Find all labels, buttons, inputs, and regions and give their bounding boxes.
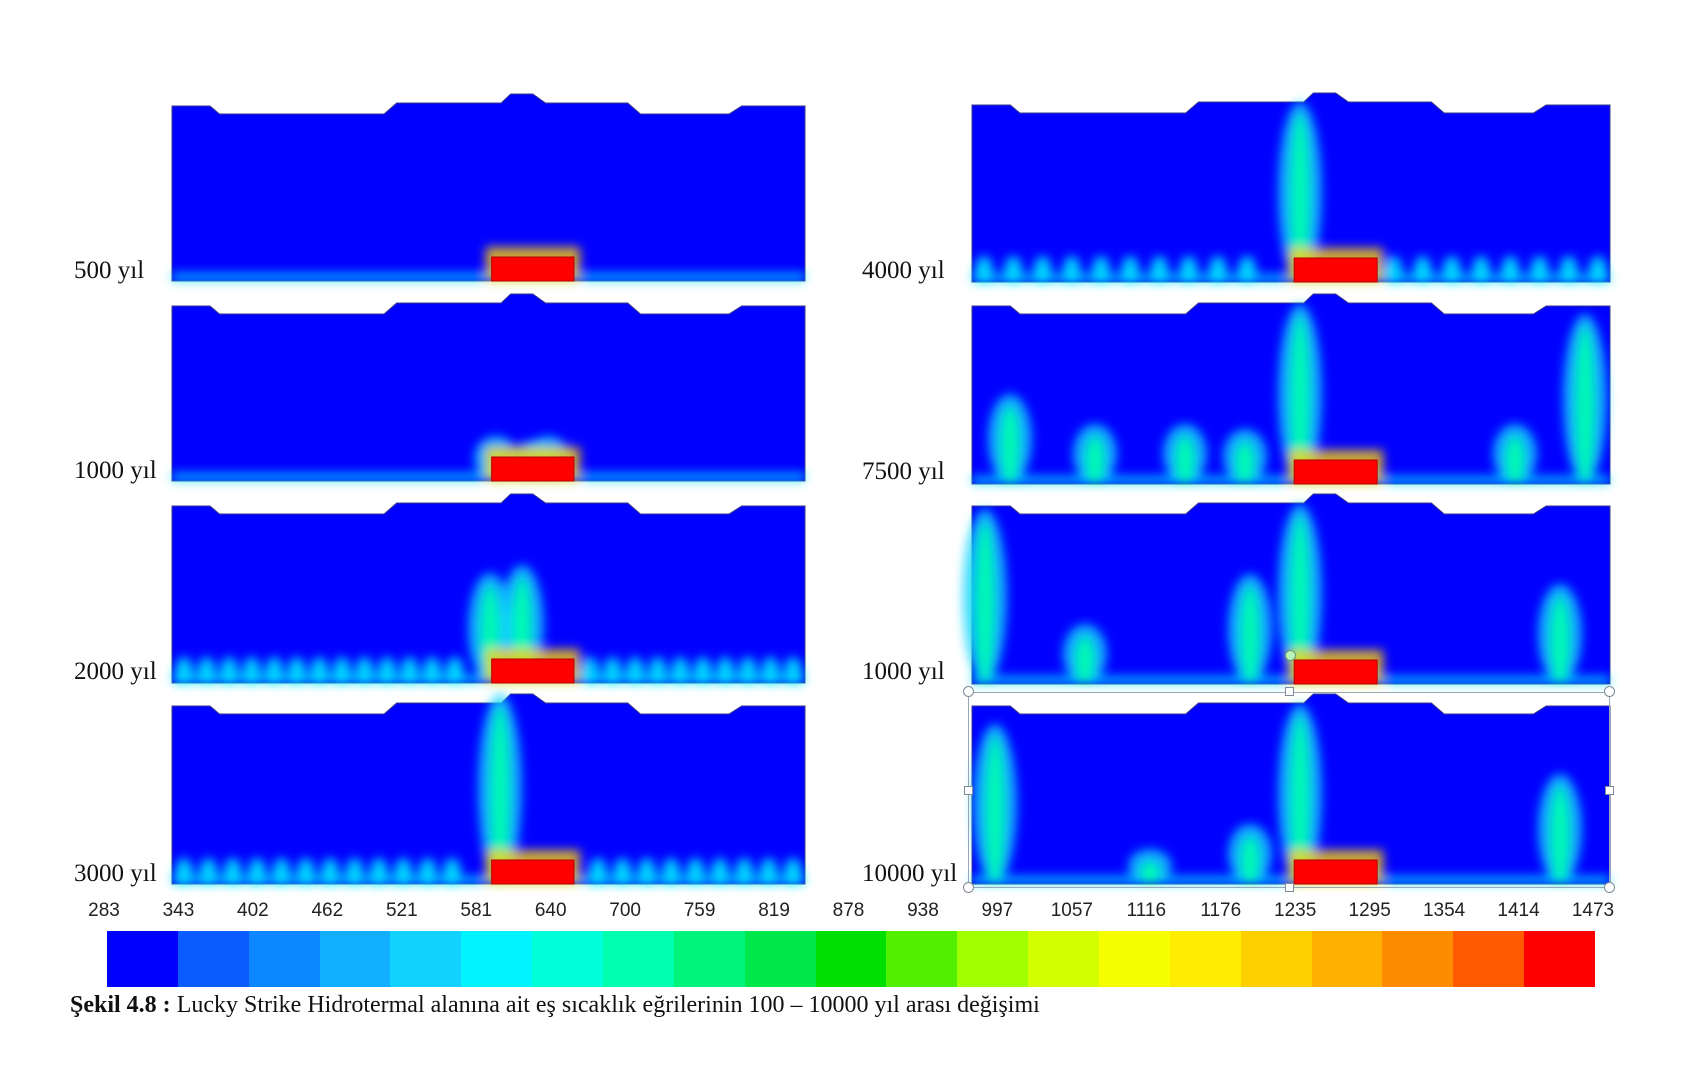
resize-handle-bottom-right[interactable] [1604, 882, 1615, 893]
legend-tick: 521 [385, 900, 418, 921]
colorbar-swatch [461, 931, 533, 987]
panel-label-1000b: 1000 yıl [862, 658, 945, 685]
colorbar-swatch [107, 931, 178, 987]
figure-caption: Şekil 4.8 : Lucky Strike Hidrotermal ala… [70, 992, 1040, 1019]
colorbar-swatch [886, 931, 958, 987]
legend-tick: 640 [534, 900, 567, 921]
colorbar-swatch [248, 931, 320, 987]
colorbar-swatch [390, 931, 462, 987]
legend-tick: 1116 [1126, 900, 1167, 921]
panel-label-500: 500 yıl [74, 257, 145, 284]
colorbar-swatch [1028, 931, 1100, 987]
contour-panel [171, 293, 806, 482]
legend-tick: 997 [981, 900, 1014, 921]
legend-tick: 759 [683, 900, 716, 921]
colorbar-swatch [177, 931, 249, 987]
resize-handle-top[interactable] [1285, 687, 1294, 696]
legend-tick: 402 [237, 900, 269, 921]
panel-label-1000: 1000 yıl [74, 457, 157, 484]
rotate-handle[interactable] [1285, 650, 1296, 661]
contour-panel [971, 293, 1611, 485]
contour-panel [171, 493, 806, 685]
colorbar-swatch [1311, 931, 1383, 987]
temperature-colorbar [107, 931, 1596, 987]
panel-label-10000: 10000 yıl [862, 860, 958, 887]
legend-tick: 581 [460, 900, 493, 921]
selection-frame[interactable] [968, 692, 1610, 888]
colorbar-swatch [319, 931, 391, 987]
colorbar-swatch [1240, 931, 1312, 987]
colorbar-swatch [1099, 931, 1170, 987]
colorbar-swatch [1524, 931, 1596, 987]
panel-label-7500: 7500 yıl [862, 458, 945, 485]
legend-tick: 462 [311, 900, 344, 921]
contour-panel [971, 693, 1611, 885]
legend-tick: 878 [832, 900, 865, 921]
colorbar-swatch [603, 931, 674, 987]
colorbar-swatch [1169, 931, 1241, 987]
caption-text: Lucky Strike Hidrotermal alanına ait eş … [170, 992, 1040, 1018]
contour-panel [171, 693, 806, 886]
resize-handle-left[interactable] [964, 786, 973, 795]
colorbar-swatch [815, 931, 887, 987]
legend-tick: 1473 [1571, 900, 1615, 921]
colorbar-swatch [957, 931, 1029, 987]
legend-tick: 343 [162, 900, 195, 921]
legend-tick: 1235 [1274, 900, 1317, 921]
legend-tick: 700 [609, 900, 641, 921]
panel-label-2000: 2000 yıl [74, 658, 157, 685]
contour-panel [971, 92, 1611, 284]
resize-handle-bottom-left[interactable] [963, 882, 974, 893]
legend-tick: 283 [88, 900, 120, 921]
resize-handle-bottom[interactable] [1285, 883, 1294, 892]
panel-label-4000: 4000 yıl [862, 257, 945, 284]
colorbar-swatch [744, 931, 816, 987]
legend-tick: 1176 [1200, 900, 1242, 921]
legend-tick: 819 [758, 900, 790, 921]
legend-tick: 938 [907, 900, 939, 921]
legend-tick: 1295 [1348, 900, 1391, 921]
contour-panel [963, 493, 1611, 685]
resize-handle-top-left[interactable] [963, 686, 974, 697]
colorbar-swatch [532, 931, 604, 987]
colorbar-swatch [1453, 931, 1525, 987]
legend-tick: 1057 [1050, 900, 1093, 921]
resize-handle-top-right[interactable] [1604, 686, 1615, 697]
colorbar-swatch [673, 931, 745, 987]
panel-label-3000: 3000 yıl [74, 860, 157, 887]
legend-tick: 1414 [1497, 900, 1540, 921]
resize-handle-right[interactable] [1605, 786, 1614, 795]
legend-tick: 1354 [1422, 900, 1466, 921]
contour-panel [171, 93, 806, 282]
caption-number: Şekil 4.8 : [70, 992, 171, 1018]
colorbar-swatch [1382, 931, 1454, 987]
